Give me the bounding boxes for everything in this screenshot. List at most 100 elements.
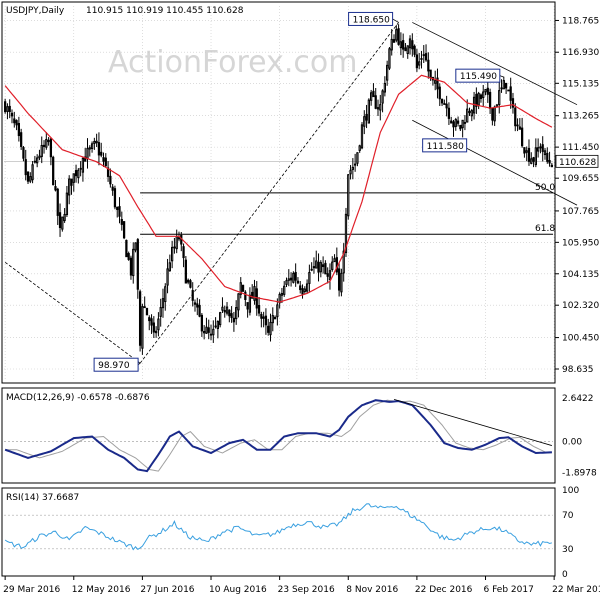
- candle-body: [86, 147, 89, 160]
- rsi-lines: 100 70 30 0: [4, 486, 579, 580]
- candle-body: [230, 313, 233, 319]
- candle-body: [246, 302, 249, 310]
- candle-body: [381, 90, 384, 104]
- price-tick-label: 113.265: [562, 112, 599, 122]
- candle-body: [193, 302, 197, 305]
- candle-body: [20, 132, 23, 147]
- candle-body: [331, 261, 334, 270]
- candle-body: [456, 120, 460, 124]
- candle-body: [29, 176, 32, 182]
- candle-body: [154, 330, 158, 334]
- candle-body: [225, 306, 229, 314]
- candle-body: [232, 317, 236, 323]
- macd-lines: 2.6422 0.00 -1.8978: [4, 394, 597, 479]
- candle-body: [136, 239, 139, 290]
- candle-body: [97, 142, 101, 156]
- candle-body: [260, 313, 263, 319]
- candle-body: [326, 273, 329, 277]
- rsi-tick-label: 0: [562, 570, 568, 580]
- candle-body: [38, 155, 41, 159]
- candle-body: [500, 87, 503, 90]
- candle-body: [31, 164, 34, 181]
- time-tick-label: 22 Mar 2017: [552, 585, 600, 595]
- candle-body: [486, 87, 489, 95]
- candle-body: [228, 309, 231, 317]
- candle-body: [491, 107, 494, 121]
- candle-body: [292, 272, 295, 283]
- candle-body: [406, 45, 409, 55]
- candle-body: [386, 64, 389, 81]
- candle-body: [404, 47, 407, 52]
- candles: [4, 24, 553, 355]
- candle-body: [541, 144, 544, 152]
- candle-body: [534, 147, 537, 166]
- candle-body: [305, 283, 309, 292]
- candle-body: [527, 147, 531, 162]
- macd-tick-label: 2.6422: [562, 394, 594, 404]
- candle-body: [26, 171, 30, 182]
- candle-body: [319, 262, 322, 273]
- candle-body: [356, 152, 359, 164]
- price-tick-label: 118.765: [562, 16, 599, 26]
- candle-body: [477, 92, 480, 106]
- candle-body: [420, 58, 423, 60]
- candle-body: [79, 167, 82, 170]
- candle-body: [42, 144, 46, 147]
- candle-body: [523, 147, 526, 154]
- candle-body: [81, 157, 85, 173]
- candle-body: [36, 157, 39, 164]
- candle-body: [482, 91, 485, 99]
- time-tick-label: 12 May 2016: [72, 585, 131, 595]
- candle-body: [102, 157, 105, 162]
- price-tick-label: 109.655: [562, 174, 599, 184]
- candle-body: [70, 178, 73, 186]
- candle-body: [235, 307, 238, 320]
- candle-body: [502, 80, 505, 90]
- candle-body: [177, 237, 181, 240]
- candle-body: [122, 221, 126, 239]
- candle-body: [402, 40, 405, 50]
- candle-body: [253, 286, 256, 301]
- candle-body: [363, 116, 366, 127]
- candle-body: [90, 143, 94, 149]
- candle-body: [475, 93, 478, 107]
- candle-body: [324, 262, 327, 275]
- candle-body: [280, 293, 284, 296]
- time-tick-label: 29 Mar 2016: [3, 585, 60, 595]
- annotation-box: [422, 138, 468, 153]
- candle-body: [312, 266, 316, 269]
- candle-body: [251, 291, 254, 299]
- price-tick-label: 100.450: [562, 334, 599, 344]
- candle-body: [15, 120, 18, 126]
- candle-body: [104, 157, 107, 167]
- candle-body: [493, 106, 496, 122]
- candle-body: [335, 257, 338, 273]
- candle-body: [111, 186, 114, 191]
- candle-body: [383, 82, 386, 93]
- candle-body: [24, 159, 27, 176]
- candle-body: [438, 86, 441, 100]
- candle-body: [294, 271, 297, 281]
- candle-body: [127, 253, 130, 260]
- candle-body: [184, 259, 187, 284]
- fib-level-label: 50.0: [535, 183, 555, 193]
- candle-body: [308, 271, 311, 284]
- candle-body: [317, 261, 320, 273]
- candle-body: [374, 95, 377, 109]
- price-panel: [1, 1, 556, 384]
- candle-body: [315, 260, 318, 269]
- annotation-label: 98.970: [98, 361, 130, 371]
- candle-body: [466, 108, 469, 123]
- candle-body: [408, 38, 412, 49]
- ma-line: [4, 74, 553, 303]
- annotation-label: 118.650: [353, 15, 390, 25]
- candle-body: [550, 164, 553, 168]
- candle-body: [173, 246, 176, 249]
- candle-body: [450, 120, 453, 124]
- candle-body: [141, 306, 144, 349]
- price-tick-label: 107.765: [562, 207, 599, 217]
- candle-body: [248, 294, 252, 313]
- candle-body: [340, 272, 343, 293]
- candle-body: [88, 147, 91, 150]
- candle-body: [125, 239, 128, 258]
